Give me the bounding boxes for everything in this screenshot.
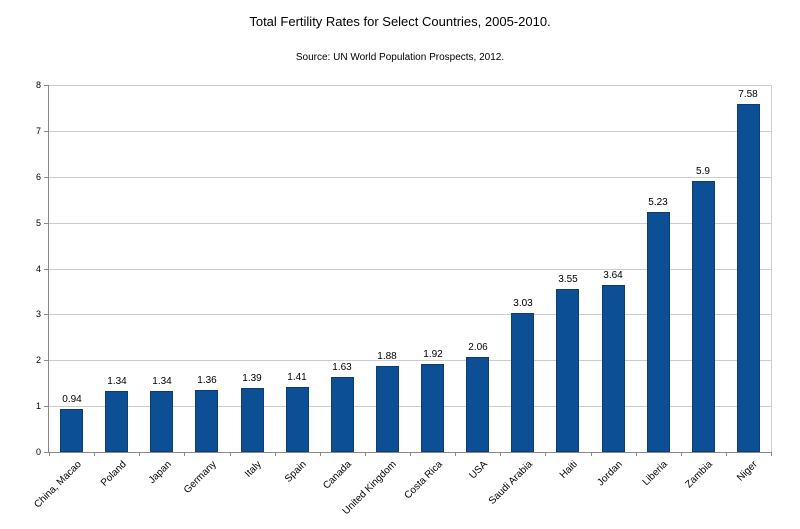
- bar-value-label: 2.06: [468, 342, 488, 353]
- x-axis-tick: [636, 452, 637, 456]
- bar: [286, 387, 309, 452]
- y-axis-tick-label: 4: [35, 264, 41, 274]
- bar: [60, 409, 83, 452]
- x-axis-label: China, Macao: [32, 459, 84, 511]
- y-axis-tick-label: 3: [35, 309, 41, 319]
- x-axis-label: Costa Rica: [402, 459, 445, 502]
- bar-value-label: 1.34: [152, 376, 172, 387]
- bar-value-label: 7.58: [738, 89, 758, 100]
- gridline: [49, 269, 771, 270]
- bar-value-label: 1.92: [423, 349, 443, 360]
- x-axis-tick: [275, 452, 276, 456]
- x-axis-label: Jordan: [595, 459, 625, 489]
- y-axis-tick: [44, 360, 49, 361]
- x-axis-tick: [500, 452, 501, 456]
- x-axis-tick: [49, 452, 50, 456]
- x-axis-tick: [726, 452, 727, 456]
- bar: [556, 289, 579, 452]
- bar: [421, 364, 444, 452]
- x-axis-tick: [139, 452, 140, 456]
- x-axis-tick: [184, 452, 185, 456]
- y-axis-tick: [44, 406, 49, 407]
- gridline: [49, 314, 771, 315]
- bar-value-label: 5.9: [696, 166, 710, 177]
- gridline: [49, 85, 771, 86]
- y-axis-tick: [44, 85, 49, 86]
- x-axis-tick: [320, 452, 321, 456]
- x-axis-label: Spain: [282, 459, 309, 485]
- bar-value-label: 5.23: [648, 197, 668, 208]
- y-axis-tick-label: 0: [35, 447, 41, 457]
- bar: [511, 313, 534, 452]
- y-axis-tick: [44, 314, 49, 315]
- x-axis-label: USA: [467, 459, 490, 482]
- chart-title: Total Fertility Rates for Select Countri…: [249, 14, 551, 29]
- y-axis-tick: [44, 177, 49, 178]
- x-axis-label: Saudi Arabia: [486, 459, 535, 507]
- bar: [331, 377, 354, 452]
- y-axis-tick: [44, 131, 49, 132]
- gridline: [49, 131, 771, 132]
- bar: [195, 390, 218, 452]
- bar: [150, 391, 173, 452]
- bar: [466, 357, 489, 452]
- y-axis-tick-label: 1: [35, 401, 41, 411]
- plot-area: 0 1 2 3 4 5 6 7 8 0.94 China, Macao 1.34 Poland 1.34 J…: [32, 80, 772, 517]
- bar: [105, 391, 128, 452]
- gridline: [49, 223, 771, 224]
- bar-value-label: 1.41: [287, 372, 307, 383]
- x-axis-label: Niger: [735, 459, 760, 484]
- bar-value-label: 1.39: [242, 373, 262, 384]
- bar-value-label: 3.64: [603, 270, 623, 281]
- bar-value-label: 1.36: [197, 375, 217, 386]
- bar-value-label: 1.88: [377, 351, 397, 362]
- x-axis-label: Poland: [98, 459, 129, 489]
- y-axis-tick-label: 2: [35, 355, 41, 365]
- chart-subtitle: Source: UN World Population Prospects, 2…: [295, 52, 505, 63]
- x-axis-tick: [410, 452, 411, 456]
- gridline: [49, 406, 771, 407]
- x-axis-label: Zambia: [683, 459, 715, 491]
- y-axis-tick: [44, 223, 49, 224]
- x-axis-tick: [681, 452, 682, 456]
- bar-value-label: 0.94: [62, 394, 82, 405]
- y-axis-tick-label: 8: [35, 80, 41, 90]
- bar-value-label: 3.03: [513, 298, 533, 309]
- x-axis-label: Japan: [146, 459, 174, 487]
- bar: [241, 388, 264, 452]
- x-axis-tick: [230, 452, 231, 456]
- x-axis-tick: [771, 452, 772, 456]
- bar: [692, 181, 715, 452]
- x-axis-tick: [455, 452, 456, 456]
- gridline: [49, 360, 771, 361]
- x-axis-label: Germany: [181, 459, 219, 496]
- bar: [737, 104, 760, 452]
- y-axis-tick-label: 5: [35, 218, 41, 228]
- x-axis-tick: [545, 452, 546, 456]
- bar: [647, 212, 670, 452]
- y-axis-tick-label: 7: [35, 126, 41, 136]
- x-axis-label: Italy: [243, 459, 264, 480]
- bar: [602, 285, 625, 452]
- gridline: [49, 177, 771, 178]
- x-axis-label: Canada: [321, 459, 354, 492]
- bar-value-label: 3.55: [558, 274, 578, 285]
- x-axis-tick: [591, 452, 592, 456]
- x-axis-tick: [94, 452, 95, 456]
- y-axis-tick: [44, 269, 49, 270]
- bar-value-label: 1.63: [332, 362, 352, 373]
- y-axis-tick-label: 6: [35, 172, 41, 182]
- x-axis-tick: [365, 452, 366, 456]
- y-axis-tick: [44, 452, 49, 453]
- bar-value-label: 1.34: [107, 376, 127, 387]
- x-axis-label: Liberia: [640, 459, 670, 489]
- bar: [376, 366, 399, 452]
- x-axis-label: Haiti: [557, 459, 580, 481]
